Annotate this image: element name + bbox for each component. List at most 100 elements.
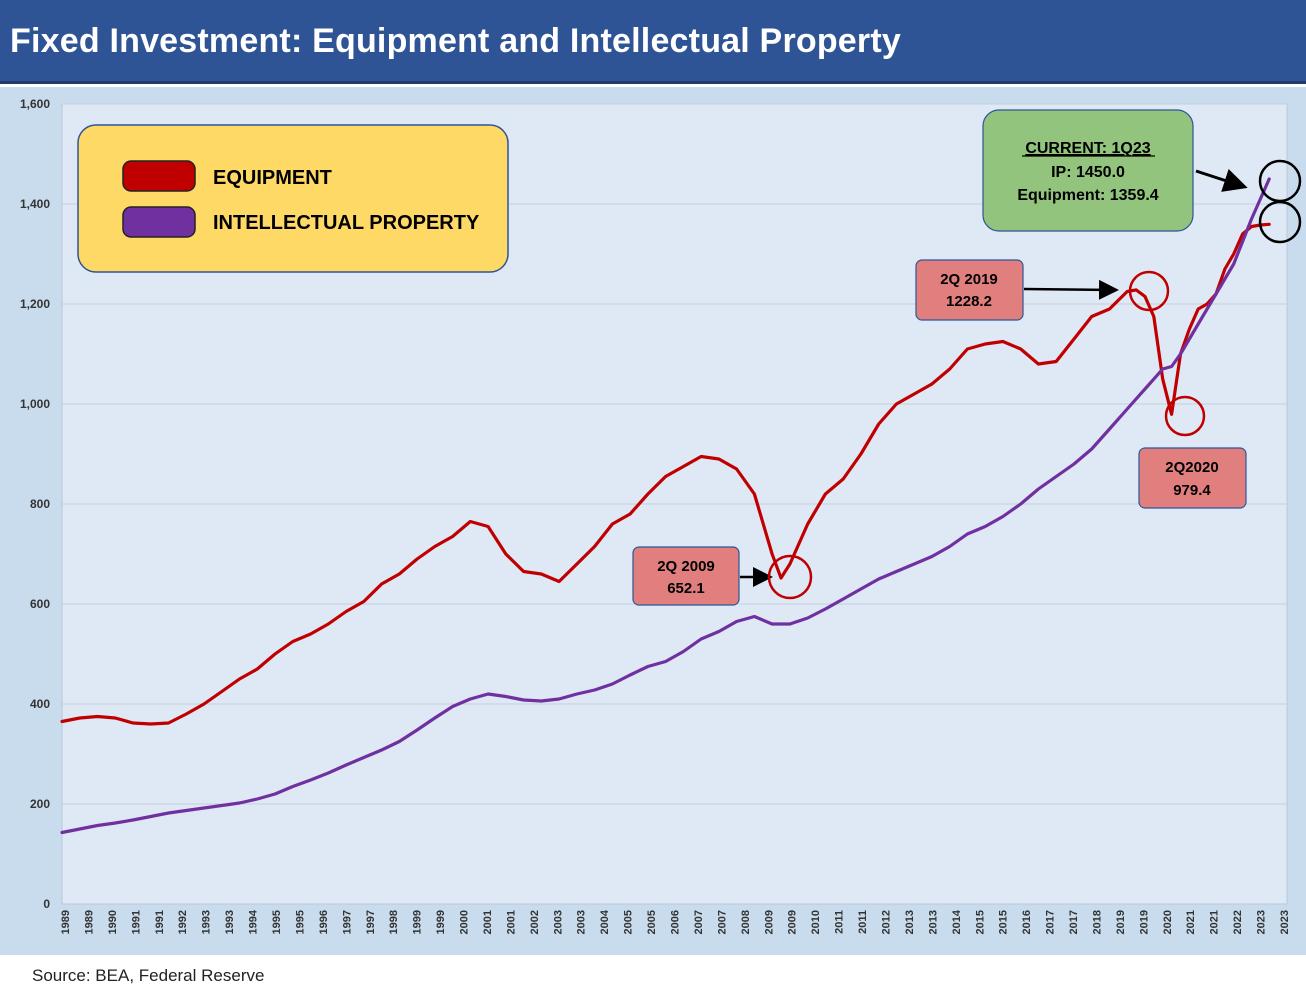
x-tick-label: 2015 xyxy=(974,910,986,934)
x-tick-label: 1990 xyxy=(107,910,119,934)
x-tick-label: 2011 xyxy=(857,910,869,934)
highlight-circle-2q2020 xyxy=(1164,395,1206,437)
x-tick-label: 2018 xyxy=(1091,910,1103,934)
x-tick-label: 2023 xyxy=(1279,910,1291,934)
series-line-equipment xyxy=(60,222,1271,726)
x-tick-label: 2022 xyxy=(1232,910,1244,934)
y-axis: 0 200 400 600 800 1,000 1,200 1,400 1,600 xyxy=(20,97,50,911)
x-tick-label: 1993 xyxy=(224,910,236,934)
x-tick-label: 2005 xyxy=(646,910,658,934)
x-tick-label: 2003 xyxy=(552,910,564,934)
x-tick-label: 2011 xyxy=(834,910,846,934)
legend-box xyxy=(77,124,509,273)
legend-label-equipment: EQUIPMENT xyxy=(213,167,332,189)
current-arrow xyxy=(1195,169,1248,192)
callout-box-2q2009 xyxy=(632,546,740,606)
x-tick-label: 1992 xyxy=(177,910,189,934)
x-tick-label: 2007 xyxy=(716,910,728,934)
series-lines xyxy=(60,177,1271,835)
current-callout: CURRENT: 1Q23 IP: 1450.0 Equipment: 1359… xyxy=(982,109,1302,244)
x-tick-label: 1997 xyxy=(341,910,353,934)
y-tick-label: 1,000 xyxy=(20,397,50,411)
callout-box-2q2019 xyxy=(915,259,1024,321)
x-tick-label: 1993 xyxy=(201,910,213,934)
x-tick-label: 1995 xyxy=(271,910,283,934)
x-tick-label: 1991 xyxy=(154,910,166,934)
highlight-circle-equipment-current xyxy=(1258,200,1302,244)
x-tick-label: 2001 xyxy=(505,910,517,934)
callout-value-2q2019: 1228.2 xyxy=(946,293,992,310)
legend-label-intellectual-property: INTELLECTUAL PROPERTY xyxy=(213,212,480,234)
callout-2q2019: 2Q 2019 1228.2 xyxy=(915,259,1170,321)
legend-swatch-intellectual-property xyxy=(122,206,196,238)
series-line-intellectual-property xyxy=(60,177,1271,835)
x-tick-label: 2003 xyxy=(576,910,588,934)
callout-2q2020: 2Q2020 979.4 xyxy=(1138,395,1247,509)
x-tick-label: 1995 xyxy=(294,910,306,934)
x-tick-label: 1998 xyxy=(388,910,400,934)
x-tick-label: 2020 xyxy=(1162,910,1174,934)
x-tick-label: 1999 xyxy=(412,910,424,934)
x-tick-label: 2004 xyxy=(599,909,611,934)
x-tick-label: 2017 xyxy=(1045,910,1057,934)
x-tick-label: 2008 xyxy=(740,910,752,934)
x-tick-label: 1994 xyxy=(248,909,260,934)
x-tick-label: 2009 xyxy=(787,910,799,934)
x-tick-label: 1989 xyxy=(83,910,95,934)
callout-label-2q2009: 2Q 2009 xyxy=(657,558,715,575)
x-tick-label: 2013 xyxy=(904,910,916,934)
x-tick-label: 2012 xyxy=(880,910,892,934)
current-ip-value: IP: 1450.0 xyxy=(1051,164,1125,181)
chart-title: Fixed Investment: Equipment and Intellec… xyxy=(10,22,901,60)
y-tick-label: 1,200 xyxy=(20,297,50,311)
source-note: Source: BEA, Federal Reserve xyxy=(32,966,265,985)
x-tick-label: 2006 xyxy=(670,910,682,934)
legend: EQUIPMENT INTELLECTUAL PROPERTY xyxy=(77,124,509,273)
y-tick-label: 1,600 xyxy=(20,97,50,111)
current-heading: CURRENT: 1Q23 xyxy=(1025,140,1150,157)
y-tick-label: 800 xyxy=(30,497,50,511)
x-tick-label: 2015 xyxy=(998,910,1010,934)
title-bar: Fixed Investment: Equipment and Intellec… xyxy=(0,0,1306,84)
x-tick-label: 1996 xyxy=(318,910,330,934)
callout-value-2q2020: 979.4 xyxy=(1173,482,1211,499)
callout-arrow-2q2019 xyxy=(1023,279,1119,300)
x-tick-label: 2013 xyxy=(927,910,939,934)
x-tick-label: 2005 xyxy=(623,910,635,934)
x-tick-label: 2017 xyxy=(1068,910,1080,934)
x-tick-label: 1997 xyxy=(365,910,377,934)
x-axis: 1989 1989 1990 1991 1991 1992 1993 1993 1994 1995… xyxy=(60,909,1291,934)
x-tick-label: 2021 xyxy=(1185,910,1197,934)
highlight-circle-2q2009 xyxy=(767,554,813,600)
callout-label-2q2019: 2Q 2019 xyxy=(940,271,998,288)
x-tick-label: 2014 xyxy=(951,909,963,934)
x-tick-label: 1991 xyxy=(130,910,142,934)
callout-2q2009: 2Q 2009 652.1 xyxy=(632,546,813,606)
highlight-circle-2q2019 xyxy=(1128,270,1170,312)
current-box xyxy=(982,109,1194,232)
x-tick-label: 2023 xyxy=(1256,910,1268,934)
x-tick-label: 2009 xyxy=(763,910,775,934)
x-tick-label: 2021 xyxy=(1209,910,1221,934)
current-equipment-value: Equipment: 1359.4 xyxy=(1017,187,1158,204)
y-tick-label: 1,400 xyxy=(20,197,50,211)
x-tick-label: 2010 xyxy=(810,910,822,934)
callout-value-2q2009: 652.1 xyxy=(667,580,705,597)
x-tick-label: 1999 xyxy=(435,910,447,934)
x-tick-label: 2019 xyxy=(1138,910,1150,934)
x-tick-label: 2007 xyxy=(693,910,705,934)
x-tick-label: 2019 xyxy=(1115,910,1127,934)
x-tick-label: 1989 xyxy=(60,910,72,934)
x-tick-label: 2000 xyxy=(459,910,471,934)
x-tick-label: 2002 xyxy=(529,910,541,934)
y-tick-label: 600 xyxy=(30,597,50,611)
x-tick-label: 2001 xyxy=(482,910,494,934)
y-tick-label: 400 xyxy=(30,697,50,711)
x-tick-label: 2016 xyxy=(1021,910,1033,934)
y-tick-label: 200 xyxy=(30,797,50,811)
legend-swatch-equipment xyxy=(122,160,196,192)
callout-label-2q2020: 2Q2020 xyxy=(1165,459,1218,476)
callout-box-2q2020 xyxy=(1138,447,1247,509)
y-tick-label: 0 xyxy=(43,897,50,911)
